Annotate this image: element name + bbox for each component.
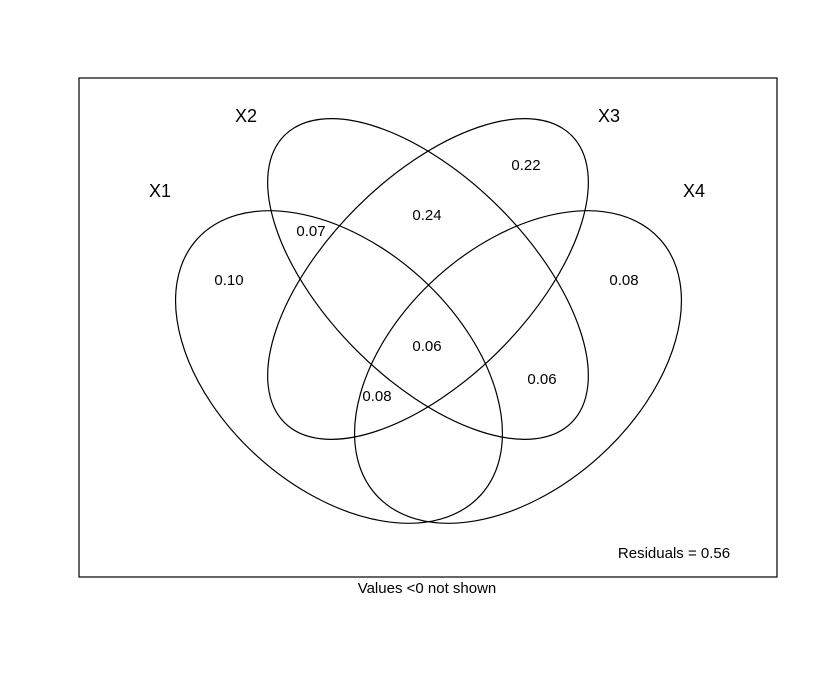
set-label-x1: X1 [149, 181, 171, 201]
set-ellipse-x3 [267, 118, 589, 440]
region-value-x3: 0.22 [511, 157, 540, 174]
region-value-x1: 0.10 [214, 272, 243, 289]
set-ellipse-x1 [174, 210, 504, 524]
region-value-x1-x2: 0.07 [296, 223, 325, 240]
region-value-x1-x2-x4: 0.08 [362, 388, 391, 405]
region-value-x2-x3: 0.24 [412, 207, 441, 224]
region-value-x2-x3-x4: 0.06 [527, 371, 556, 388]
set-label-x4: X4 [683, 181, 705, 201]
footnote-text: Values <0 not shown [358, 580, 497, 597]
set-ellipse-x2 [267, 118, 589, 440]
residuals-text: Residuals = 0.56 [618, 545, 730, 562]
region-value-x4: 0.08 [609, 272, 638, 289]
set-ellipse-x4 [353, 210, 683, 524]
set-label-x2: X2 [235, 106, 257, 126]
set-label-x3: X3 [598, 106, 620, 126]
plot-frame [78, 77, 778, 578]
region-value-x1-x2-x3-x4: 0.06 [412, 338, 441, 355]
